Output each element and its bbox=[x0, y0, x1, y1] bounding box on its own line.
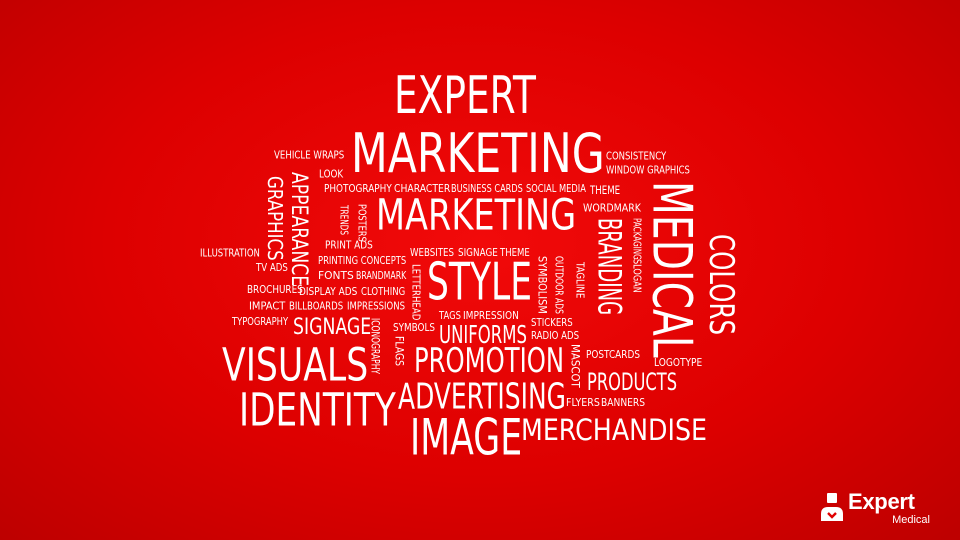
word: PRODUCTS bbox=[587, 368, 678, 396]
word: WEBSITES bbox=[410, 247, 454, 259]
word: VEHICLE WRAPS bbox=[274, 150, 345, 162]
word: PROMOTION bbox=[414, 340, 565, 381]
word: ILLUSTRATION bbox=[200, 248, 260, 260]
word: TYPOGRAPHY bbox=[232, 316, 289, 328]
word: MEDICAL bbox=[640, 181, 704, 358]
word: IMPRESSIONS bbox=[347, 301, 405, 313]
word: CHARACTER bbox=[394, 183, 451, 195]
word: DISPLAY ADS bbox=[299, 286, 358, 298]
word: ADVERTISING bbox=[398, 376, 566, 418]
word: TAGLINE bbox=[573, 262, 585, 299]
word: PRINTING CONCEPTS bbox=[318, 255, 407, 267]
word: MARKETING bbox=[351, 122, 605, 186]
word: IDENTITY bbox=[239, 384, 396, 438]
word: POSTCARDS bbox=[586, 349, 640, 361]
word: POSTERS bbox=[355, 204, 367, 242]
word: IMPACT bbox=[249, 301, 286, 313]
word: FLAGS bbox=[392, 336, 407, 367]
word: RADIO ADS bbox=[531, 330, 580, 342]
word: APPEARANCE bbox=[286, 172, 313, 287]
word: IMAGE bbox=[410, 408, 523, 467]
word: BRANDING bbox=[590, 218, 629, 316]
word: WORDMARK bbox=[583, 203, 641, 215]
word: SLOGAN bbox=[630, 259, 642, 293]
word: TAGS bbox=[439, 310, 461, 322]
expert-medical-logo: Expert Medical bbox=[820, 490, 932, 528]
word: LETTERHEAD bbox=[409, 264, 421, 321]
word: PRINT ADS bbox=[325, 240, 373, 252]
word: GRAPHICS bbox=[262, 176, 287, 261]
logo-name: Expert bbox=[848, 489, 915, 514]
word: BROCHURES bbox=[247, 284, 303, 296]
word: SYMBOLS bbox=[393, 322, 436, 334]
word: CLOTHING bbox=[361, 286, 406, 298]
word: TRENDS bbox=[337, 205, 349, 235]
word: PACKAGING bbox=[630, 218, 642, 260]
word: THEME bbox=[500, 247, 530, 259]
word: ICONOGRAPHY bbox=[368, 318, 383, 375]
word: BRANDMARK bbox=[356, 270, 407, 282]
word: COLORS bbox=[701, 234, 742, 336]
word: SIGNAGE bbox=[293, 313, 372, 340]
word: MASCOT bbox=[568, 344, 583, 388]
person-icon bbox=[821, 493, 843, 521]
word: MARKETING bbox=[376, 191, 577, 241]
word: SYMBOLISM bbox=[535, 256, 550, 314]
word: BANNERS bbox=[601, 397, 646, 409]
word: LOOK bbox=[319, 169, 344, 181]
word: IMPRESSION bbox=[463, 310, 519, 322]
word: OUTDOOR ADS bbox=[552, 256, 564, 314]
word: UNIFORMS bbox=[439, 319, 527, 350]
word: SOCIAL MEDIA bbox=[526, 183, 586, 195]
word: PHOTOGRAPHY bbox=[324, 183, 392, 195]
word: THEME bbox=[590, 182, 621, 197]
logo-subtitle: Medical bbox=[892, 514, 930, 526]
word: BILLBOARDS bbox=[289, 301, 344, 313]
word: LOGOTYPE bbox=[654, 357, 703, 369]
word: EXPERT bbox=[394, 65, 536, 126]
word: CONSISTENCY bbox=[606, 151, 667, 163]
word: WINDOW GRAPHICS bbox=[606, 165, 690, 177]
word: BUSINESS CARDS bbox=[451, 183, 523, 195]
word: MERCHANDISE bbox=[521, 413, 708, 448]
word: FONTS bbox=[318, 270, 354, 282]
word: STYLE bbox=[427, 252, 532, 312]
word: TV ADS bbox=[256, 262, 288, 274]
word: VISUALS bbox=[222, 339, 369, 393]
word: FLYERS bbox=[566, 397, 600, 409]
word: STICKERS bbox=[531, 317, 573, 329]
word: SIGNAGE bbox=[458, 247, 498, 259]
